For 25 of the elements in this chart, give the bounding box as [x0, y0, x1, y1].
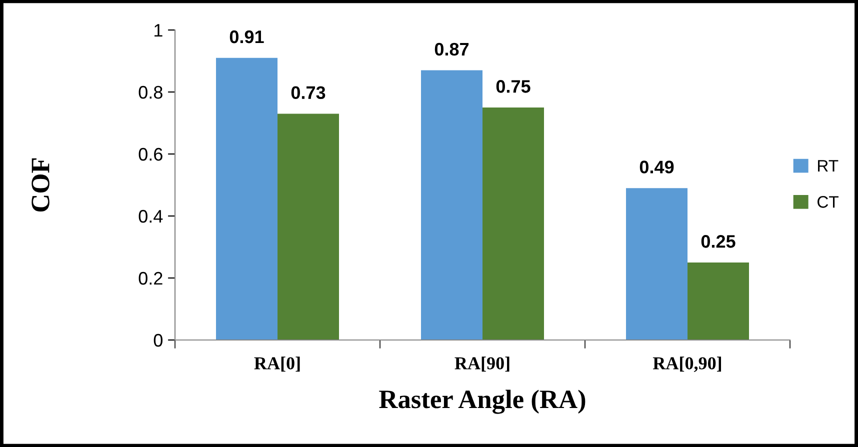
- bar: [278, 114, 339, 340]
- data-label: 0.73: [291, 86, 326, 100]
- y-tick-label: 0.8: [138, 86, 162, 99]
- legend-label: CT: [818, 196, 838, 208]
- bar: [421, 70, 482, 340]
- y-tick-label: 0: [154, 334, 162, 347]
- y-tick-label: 0.4: [138, 210, 163, 223]
- bar: [482, 108, 544, 340]
- y-tick-label: 1: [154, 24, 162, 37]
- y-tick-label: 0.6: [138, 148, 162, 161]
- x-tick-label: RA[90]: [454, 356, 510, 372]
- x-tick-label: RA[0,90]: [652, 356, 722, 372]
- y-axis-title: COF: [32, 158, 50, 212]
- data-label: 0.25: [701, 235, 736, 248]
- bar: [216, 58, 278, 340]
- legend-label: RT: [818, 160, 838, 172]
- data-label: 0.87: [434, 42, 469, 56]
- bar: [626, 188, 688, 340]
- y-tick-label: 0.2: [138, 272, 162, 285]
- x-axis-title: Raster Angle (RA): [379, 390, 586, 414]
- data-label: 0.49: [640, 160, 674, 174]
- x-tick-label: RA[0]: [254, 356, 300, 372]
- bar: [688, 262, 749, 340]
- data-label: 0.91: [230, 30, 264, 44]
- data-label: 0.75: [496, 80, 530, 93]
